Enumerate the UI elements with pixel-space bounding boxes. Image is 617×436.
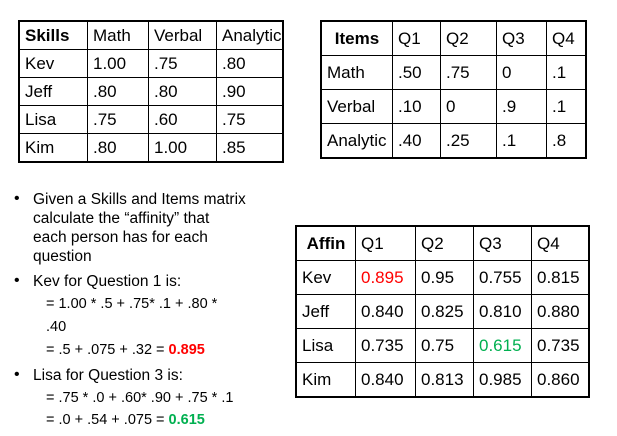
formula-result-green: 0.615 (168, 412, 205, 428)
skills-cell: 1.00 (148, 133, 217, 163)
items-cell: Verbal (320, 89, 393, 124)
affin-header-q1: Q1 (355, 225, 416, 261)
affin-cell: 0.810 (473, 294, 532, 329)
table-row: Kev 1.00 .75 .80 (18, 49, 284, 78)
note-text: each person has for each (33, 229, 208, 246)
affin-cell-highlight-red: 0.895 (355, 260, 416, 295)
items-header-q2: Q2 (440, 20, 497, 56)
items-cell: .1 (546, 55, 587, 90)
note-formula: = .75 * .0 + .60* .90 + .75 * .1 (46, 390, 234, 406)
affin-cell: 0.75 (415, 328, 474, 363)
note-text: calculate the “affinity” that (33, 210, 210, 227)
formula-text: = .0 + .54 + .075 = (46, 412, 169, 428)
affin-header-row: Affin Q1 Q2 Q3 Q4 (295, 225, 590, 261)
table-row: Verbal .10 0 .9 .1 (320, 89, 587, 124)
skills-cell: Jeff (18, 77, 88, 106)
items-cell: .50 (392, 55, 441, 90)
affin-cell: 0.813 (415, 362, 474, 398)
affin-header-q2: Q2 (415, 225, 474, 261)
items-header-q4: Q4 (546, 20, 587, 56)
note-text: Given a Skills and Items matrix (33, 191, 246, 208)
items-cell: 0 (440, 89, 497, 124)
table-row: Jeff .80 .80 .90 (18, 77, 284, 106)
affin-cell: 0.755 (473, 260, 532, 295)
bullet-icon: • (14, 272, 20, 289)
affin-cell: Jeff (295, 294, 356, 329)
skills-cell: 1.00 (87, 49, 149, 78)
affin-cell: 0.860 (531, 362, 590, 398)
formula-text: = .5 + .075 + .32 = (46, 342, 169, 358)
skills-cell: .80 (148, 77, 217, 106)
skills-header-row: Skills Math Verbal Analytic (18, 20, 284, 50)
items-cell: .1 (496, 123, 547, 159)
affin-cell-highlight-green: 0.615 (473, 328, 532, 363)
skills-header-math: Math (87, 20, 149, 50)
table-row: Lisa 0.735 0.75 0.615 0.735 (295, 328, 590, 363)
affin-cell: 0.880 (531, 294, 590, 329)
affin-cell: 0.95 (415, 260, 474, 295)
affin-cell: 0.985 (473, 362, 532, 398)
skills-cell: .75 (87, 105, 149, 134)
items-cell: .40 (392, 123, 441, 159)
skills-table: Skills Math Verbal Analytic Kev 1.00 .75… (18, 20, 284, 163)
table-row: Math .50 .75 0 .1 (320, 55, 587, 90)
skills-cell: .80 (216, 49, 284, 78)
note-text: Kev for Question 1 is: (33, 273, 182, 290)
affin-header-q3: Q3 (473, 225, 532, 261)
items-table: Items Q1 Q2 Q3 Q4 Math .50 .75 0 .1 Verb… (320, 20, 587, 159)
items-cell: Analytic (320, 123, 393, 159)
table-row: Lisa .75 .60 .75 (18, 105, 284, 134)
note-formula: = .5 + .075 + .32 = 0.895 (46, 341, 205, 360)
skills-cell: Kim (18, 133, 88, 163)
bullet-icon: • (14, 366, 20, 383)
affin-cell: Lisa (295, 328, 356, 363)
affin-cell: Kim (295, 362, 356, 398)
table-row: Kim .80 1.00 .85 (18, 133, 284, 163)
bullet-icon: • (14, 190, 20, 207)
items-cell: .8 (546, 123, 587, 159)
affin-cell: 0.825 (415, 294, 474, 329)
affin-cell: 0.735 (355, 328, 416, 363)
note-text: Lisa for Question 3 is: (33, 367, 183, 384)
skills-header-analytic: Analytic (216, 20, 284, 50)
affin-cell: 0.840 (355, 362, 416, 398)
items-cell: 0 (496, 55, 547, 90)
skills-header-verbal: Verbal (148, 20, 217, 50)
items-cell: .10 (392, 89, 441, 124)
items-cell: .75 (440, 55, 497, 90)
skills-cell: .60 (148, 105, 217, 134)
note-text: question (33, 248, 92, 265)
table-row: Kim 0.840 0.813 0.985 0.860 (295, 362, 590, 398)
affin-header-q4: Q4 (531, 225, 590, 261)
skills-cell: .85 (216, 133, 284, 163)
skills-cell: Lisa (18, 105, 88, 134)
items-header-q3: Q3 (496, 20, 547, 56)
affinity-table: Affin Q1 Q2 Q3 Q4 Kev 0.895 0.95 0.755 0… (295, 225, 590, 398)
items-cell: .9 (496, 89, 547, 124)
note-formula: = 1.00 * .5 + .75* .1 + .80 * (46, 296, 218, 312)
affin-header-affin: Affin (295, 225, 356, 261)
affin-cell: 0.815 (531, 260, 590, 295)
note-formula: .40 (46, 319, 67, 335)
items-header-row: Items Q1 Q2 Q3 Q4 (320, 20, 587, 56)
items-cell: .25 (440, 123, 497, 159)
items-header-items: Items (320, 20, 393, 56)
formula-result-red: 0.895 (168, 342, 205, 358)
items-cell: .1 (546, 89, 587, 124)
note-formula: = .0 + .54 + .075 = 0.615 (46, 411, 205, 430)
affin-cell: Kev (295, 260, 356, 295)
items-header-q1: Q1 (392, 20, 441, 56)
affin-cell: 0.840 (355, 294, 416, 329)
skills-cell: .75 (148, 49, 217, 78)
table-row: Kev 0.895 0.95 0.755 0.815 (295, 260, 590, 295)
table-row: Analytic .40 .25 .1 .8 (320, 123, 587, 159)
items-cell: Math (320, 55, 393, 90)
skills-cell: .75 (216, 105, 284, 134)
notes-panel: • Given a Skills and Items matrix calcul… (0, 0, 290, 436)
table-row: Jeff 0.840 0.825 0.810 0.880 (295, 294, 590, 329)
affin-cell: 0.735 (531, 328, 590, 363)
skills-cell: .80 (87, 133, 149, 163)
